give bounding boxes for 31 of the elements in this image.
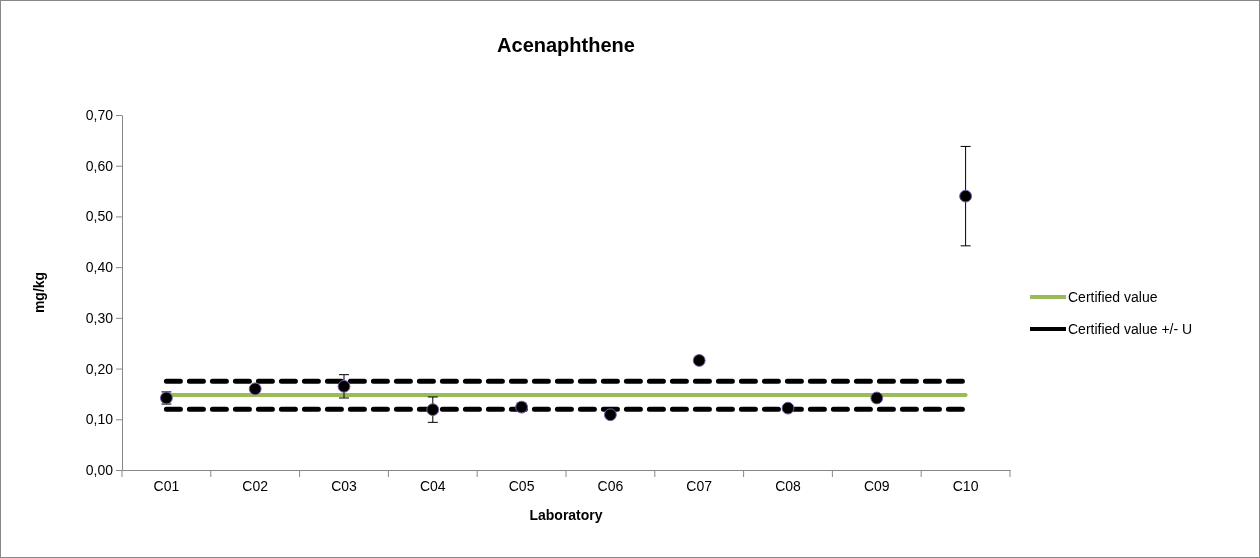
legend-label: Certified value	[1068, 289, 1158, 305]
y-tick-label: 0,60	[85, 157, 114, 174]
y-axis-title: mg/kg	[31, 271, 47, 314]
x-tick-label: C04	[419, 478, 446, 495]
y-tick-label: 0,50	[85, 208, 114, 225]
point	[603, 408, 617, 422]
point	[781, 401, 795, 415]
y-tick-label: 0,10	[85, 411, 114, 428]
x-tick-label: C06	[597, 478, 624, 495]
x-tick-label: C09	[863, 478, 890, 495]
point	[337, 379, 351, 393]
x-axis-title: Laboratory	[529, 507, 603, 523]
y-tick-label: 0,20	[85, 360, 114, 377]
x-tick-label: C10	[952, 478, 979, 495]
chart-title: Acenaphthene	[497, 34, 635, 56]
x-tick-label: C02	[242, 478, 269, 495]
point	[959, 189, 973, 203]
x-tick-label: C05	[508, 478, 535, 495]
point	[692, 354, 706, 367]
y-tick-label: 0,40	[85, 259, 114, 276]
x-tick-label: C08	[775, 478, 802, 495]
point	[870, 391, 884, 405]
x-tick-label: C07	[686, 478, 713, 495]
y-tick-label: 0,30	[85, 309, 114, 326]
y-tick-label: 0,70	[85, 106, 114, 123]
y-tick-label: 0,00	[85, 461, 114, 478]
x-tick-label: C03	[331, 478, 358, 495]
legend-label: Certified value +/- U	[1068, 321, 1193, 337]
point	[426, 403, 440, 417]
point	[248, 382, 262, 396]
x-tick-label: C01	[153, 478, 180, 495]
